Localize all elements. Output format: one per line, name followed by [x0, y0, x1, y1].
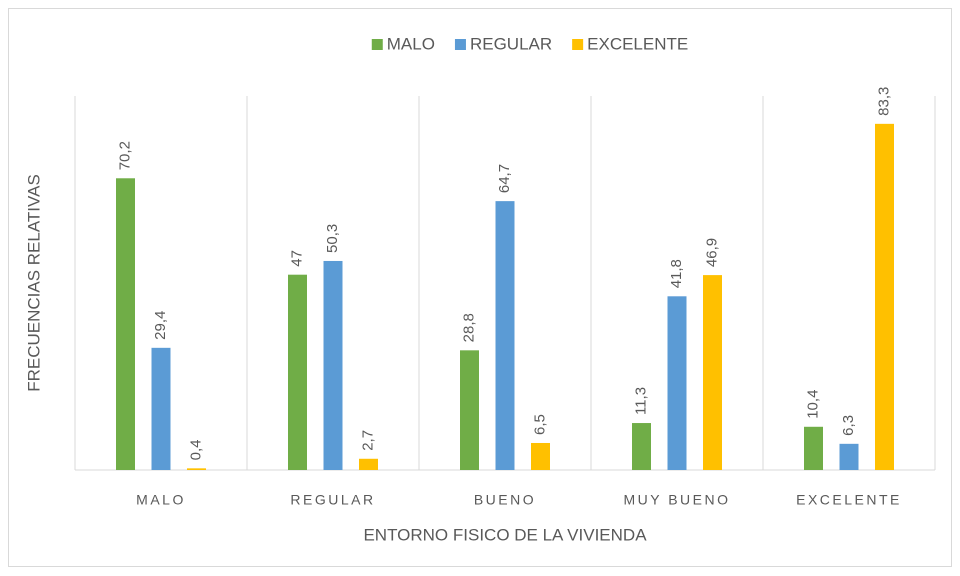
bar	[531, 442, 550, 470]
bar	[839, 443, 859, 470]
value-label: 47	[288, 250, 305, 267]
bar	[667, 296, 687, 470]
bar	[116, 178, 135, 470]
value-label: 46,9	[703, 238, 720, 267]
bar	[359, 458, 378, 470]
value-label: 6,5	[531, 414, 548, 435]
value-label: 50,3	[324, 224, 341, 253]
legend-label: MALO	[387, 34, 435, 53]
bar	[632, 423, 651, 470]
bar	[703, 275, 722, 470]
value-label: 64,7	[496, 164, 513, 193]
bar	[804, 426, 823, 470]
value-label: 10,4	[804, 390, 821, 419]
chart-frame	[8, 8, 952, 567]
value-label: 11,3	[632, 387, 649, 415]
value-label: 2,7	[359, 430, 376, 451]
legend-swatch	[454, 39, 466, 50]
legend-label: REGULAR	[470, 34, 552, 53]
bar	[495, 201, 515, 470]
legend-label: EXCELENTE	[587, 34, 688, 53]
y-axis-title: FRECUENCIAS RELATIVAS	[24, 174, 43, 392]
value-label: 0,4	[187, 439, 204, 460]
legend-swatch	[572, 39, 584, 50]
legend-swatch	[371, 39, 383, 50]
bar	[288, 274, 307, 470]
x-tick-label: MUY BUENO	[623, 492, 730, 508]
value-label: 6,3	[840, 415, 857, 436]
value-label: 28,8	[460, 313, 477, 342]
x-tick-label: REGULAR	[290, 492, 375, 508]
x-tick-label: EXCELENTE	[796, 492, 902, 508]
value-label: 83,3	[875, 87, 892, 116]
bar	[187, 468, 206, 470]
bar	[460, 350, 479, 470]
x-axis-title: ENTORNO FISICO DE LA VIVIENDA	[363, 525, 647, 544]
value-label: 70,2	[116, 141, 133, 170]
x-tick-label: BUENO	[474, 492, 536, 508]
bar	[323, 260, 343, 470]
value-label: 29,4	[152, 311, 169, 340]
value-label: 41,8	[668, 259, 685, 288]
bar	[875, 123, 894, 470]
x-tick-label: MALO	[136, 492, 186, 508]
bar	[151, 347, 171, 470]
